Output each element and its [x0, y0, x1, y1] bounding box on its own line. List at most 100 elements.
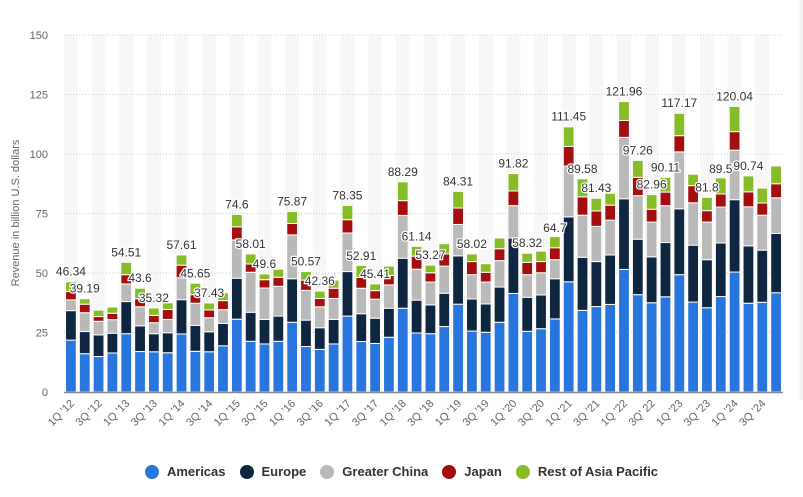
bar-stack	[770, 165, 782, 393]
x-tick-label: 1Q '21	[544, 398, 575, 429]
bar-stack	[438, 243, 451, 393]
bar-segment-europe	[742, 245, 755, 304]
bar-segment-japan	[507, 190, 520, 207]
bar-segment-greater-china	[548, 259, 561, 280]
bar-segment-greater-china	[742, 206, 755, 247]
bar-stack	[327, 279, 340, 393]
bar-segment-americas	[466, 330, 478, 393]
data-label: 35.32	[139, 291, 169, 305]
bar-segment-americas	[770, 292, 782, 393]
bar-segment-rest-of-asia-pacific	[410, 245, 423, 257]
bar-stack	[300, 271, 312, 393]
bar-segment-americas	[521, 330, 534, 393]
bar-segment-rest-of-asia-pacific	[659, 176, 672, 193]
bar-segment-americas	[147, 351, 160, 393]
bar-segment-americas	[300, 346, 312, 393]
bar-segment-europe	[106, 332, 119, 354]
bar-segment-rest-of-asia-pacific	[396, 181, 409, 202]
bar-segment-americas	[479, 331, 492, 393]
bar-segment-japan	[618, 119, 630, 138]
bar-segment-europe	[701, 259, 713, 309]
bar-segment-americas	[742, 302, 755, 393]
bar-segment-rest-of-asia-pacific	[466, 253, 478, 263]
bar-stack	[618, 101, 630, 393]
bar-stack	[147, 307, 160, 393]
bar-segment-americas	[645, 302, 658, 393]
data-label: 43.6	[128, 271, 152, 285]
bar-segment-greater-china	[244, 271, 257, 313]
legend-item-greater-china[interactable]: Greater China	[320, 464, 428, 479]
data-label: 81.8	[695, 180, 719, 194]
bar-stack	[521, 252, 534, 393]
bar-stack	[383, 265, 395, 393]
bar-segment-europe	[604, 254, 617, 305]
bar-segment-europe	[258, 318, 271, 345]
bar-segment-europe	[687, 244, 700, 303]
bar-segment-americas	[410, 332, 423, 393]
bar-stack	[687, 173, 700, 393]
bar-segment-rest-of-asia-pacific	[134, 287, 146, 300]
bar-segment-rest-of-asia-pacific	[161, 302, 174, 310]
x-tick-label: 3Q '24	[737, 398, 768, 429]
bar-segment-europe	[92, 334, 105, 358]
data-label: 50.57	[291, 255, 321, 269]
legend-label: Greater China	[342, 464, 429, 479]
bar-stack	[466, 253, 478, 393]
bar-segment-japan	[369, 290, 381, 300]
legend-item-japan[interactable]: Japan	[442, 464, 502, 479]
bar-segment-europe	[383, 307, 395, 338]
bar-segment-greater-china	[645, 221, 658, 258]
data-labels: 46.34 39.19 54.51 43.6 35.32 57.61 45.65 37.43 7…	[55, 83, 765, 306]
bar-segment-americas	[576, 309, 589, 393]
bar-segment-americas	[535, 328, 547, 393]
bar-segment-japan	[479, 271, 492, 283]
legend-item-europe[interactable]: Europe	[239, 464, 306, 479]
bar-segment-greater-china	[189, 302, 202, 326]
bar-stack	[120, 261, 133, 393]
bar-segment-rest-of-asia-pacific	[770, 165, 782, 185]
bar-segment-greater-china	[78, 312, 91, 333]
bar-segment-rest-of-asia-pacific	[604, 192, 617, 206]
bar-segment-japan	[576, 196, 589, 216]
data-label: 61.14	[402, 229, 432, 243]
bar-segment-americas	[175, 333, 188, 393]
bar-stack	[424, 264, 437, 393]
data-label: 121.96	[606, 85, 643, 99]
bar-stack	[659, 176, 672, 393]
y-tick-label: 100	[30, 149, 48, 161]
bar-segment-rest-of-asia-pacific	[452, 190, 464, 209]
bar-segment-europe	[230, 277, 243, 320]
bar-segment-japan	[645, 208, 658, 223]
data-label: 89.5	[709, 162, 733, 176]
bar-segment-greater-china	[383, 284, 395, 309]
data-label: 90.74	[733, 159, 763, 173]
bar-segment-rest-of-asia-pacific	[438, 243, 451, 255]
bar-segment-japan	[286, 222, 299, 236]
bar-segment-rest-of-asia-pacific	[341, 204, 354, 221]
data-label: 74.6	[225, 197, 249, 211]
bar-segment-americas	[631, 294, 644, 393]
y-tick-label: 150	[30, 30, 48, 42]
column-band	[146, 35, 161, 392]
data-label: 89.58	[567, 162, 597, 176]
legend-marker-icon	[442, 464, 457, 479]
bar-segment-europe	[396, 257, 409, 309]
legend-marker-icon	[144, 464, 159, 479]
bar-segment-greater-china	[701, 221, 713, 261]
legend-label: Rest of Asia Pacific	[537, 464, 659, 479]
bar-segment-europe	[300, 319, 312, 348]
bar-segment-europe	[452, 255, 464, 305]
bar-segment-greater-china	[507, 205, 520, 239]
bar-segment-japan	[659, 191, 672, 207]
bar-segment-americas	[203, 351, 216, 393]
legend-item-americas[interactable]: Americas	[144, 464, 226, 479]
bar-segment-japan	[673, 135, 686, 153]
data-label: 78.35	[332, 189, 362, 203]
legend-item-rest-of-asia-pacific[interactable]: Rest of Asia Pacific	[515, 464, 659, 479]
bar-segment-europe	[438, 292, 451, 328]
bar-segment-rest-of-asia-pacific	[701, 196, 713, 212]
bar-segment-greater-china	[161, 318, 174, 334]
bar-segment-greater-china	[521, 274, 534, 298]
bar-segment-japan	[590, 210, 603, 227]
bar-segment-japan	[535, 261, 547, 274]
